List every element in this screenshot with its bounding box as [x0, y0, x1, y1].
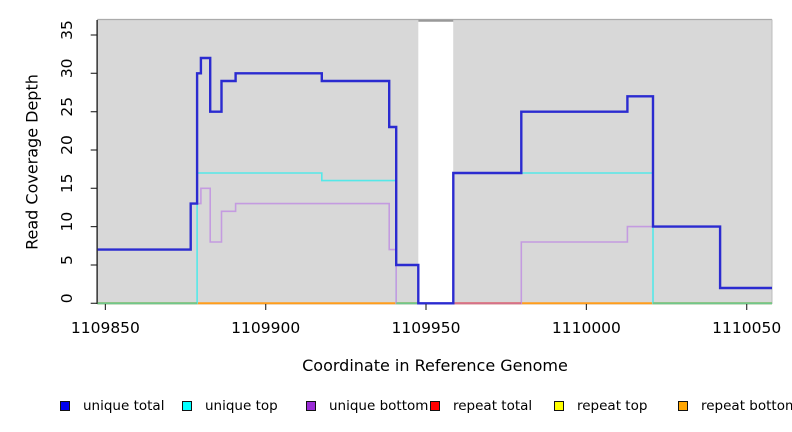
x-tick-label: 1109900: [231, 319, 300, 337]
x-tick-label: 1109850: [71, 319, 140, 337]
y-tick-label: 15: [58, 173, 76, 193]
y-axis-title: Read Coverage Depth: [22, 74, 42, 250]
x-axis-ticks: 1109850 1109900 1109950 1110000 1110050: [71, 304, 781, 337]
x-tick-label: 1110050: [712, 319, 781, 337]
y-axis-ticks: 0 5 10 15 20 25 30 35: [58, 20, 97, 304]
series-unique-bottom: [97, 187, 772, 305]
y-tick-label: 20: [58, 135, 76, 155]
y-tick-label: 25: [58, 97, 76, 117]
gap-band: [418, 20, 454, 304]
y-tick-label: 30: [58, 58, 76, 78]
plot-area: [96, 18, 773, 305]
y-tick-label: 35: [58, 20, 76, 40]
x-tick-label: 1109950: [391, 319, 460, 337]
y-tick-label: 10: [58, 212, 76, 232]
y-tick-label: 5: [58, 255, 76, 265]
series-unique-total: [97, 56, 772, 305]
x-axis-title: Coordinate in Reference Genome: [302, 356, 568, 375]
x-tick-label: 1110000: [552, 319, 621, 337]
y-tick-label: 0: [58, 293, 76, 303]
